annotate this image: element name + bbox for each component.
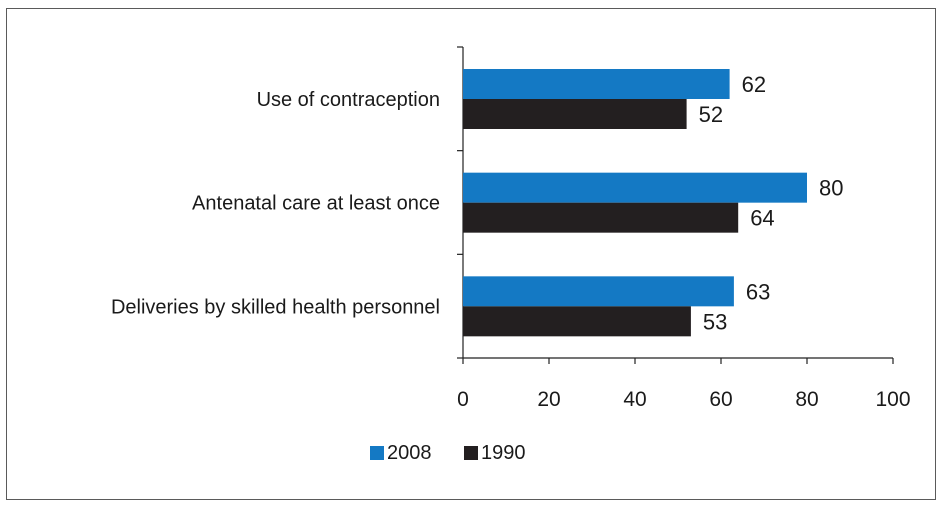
bar-2008 [463, 69, 730, 99]
bar-1990 [463, 99, 687, 129]
legend-swatch-1990 [464, 446, 478, 460]
data-label: 80 [819, 176, 843, 201]
x-tick-label: 0 [457, 388, 469, 411]
x-tick-label: 40 [623, 388, 646, 411]
data-label: 52 [699, 102, 723, 127]
legend-label: 1990 [481, 442, 526, 464]
bar-1990 [463, 202, 739, 233]
bar-2008 [463, 276, 734, 307]
data-label: 53 [703, 309, 727, 334]
data-label: 62 [742, 72, 766, 97]
category-label: Antenatal care at least once [192, 193, 440, 215]
x-tick-label: 80 [795, 388, 818, 411]
x-tick-label: 100 [875, 388, 910, 411]
legend-label: 2008 [387, 442, 432, 464]
bar-2008 [463, 172, 807, 203]
category-label: Deliveries by skilled health personnel [111, 296, 440, 318]
data-label: 63 [746, 279, 770, 304]
bar-1990 [463, 306, 691, 337]
data-label: 64 [750, 206, 774, 231]
chart-bars [463, 69, 807, 337]
x-tick-label: 60 [709, 388, 732, 411]
x-tick-label: 20 [537, 388, 560, 411]
chart-labels: 0 20 40 60 80 100 Use of contraception 62 52 Ante… [111, 72, 911, 411]
legend-swatch-2008 [370, 446, 384, 460]
category-label: Use of contraception [257, 89, 440, 111]
chart-legend: 2008 1990 [370, 442, 526, 464]
